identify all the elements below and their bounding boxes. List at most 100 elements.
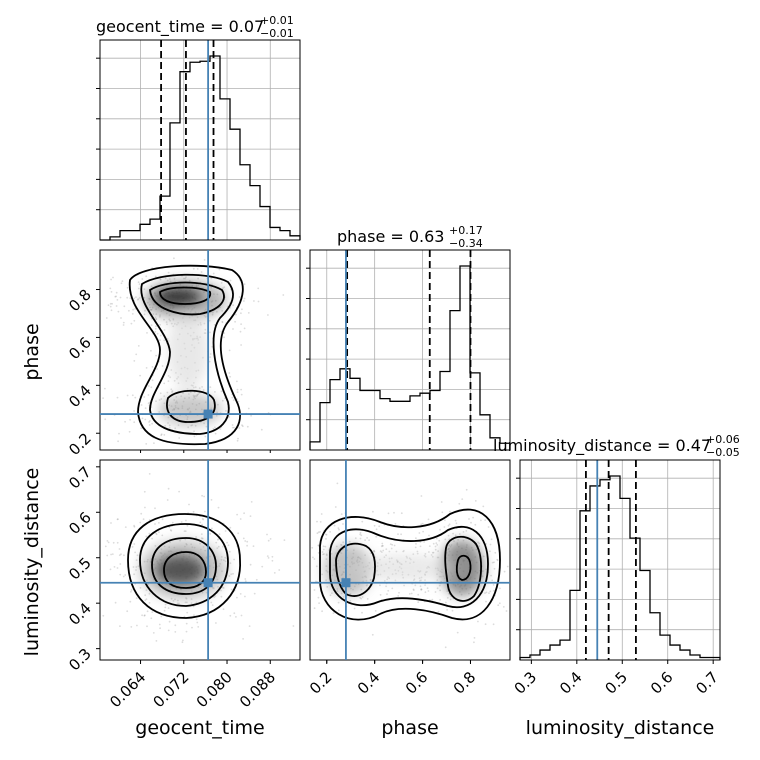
histogram-panel bbox=[310, 250, 510, 450]
sample-point bbox=[216, 547, 219, 549]
sample-point bbox=[137, 345, 140, 347]
sample-point bbox=[139, 521, 142, 524]
sample-point bbox=[138, 297, 141, 299]
sample-point bbox=[154, 330, 157, 333]
sample-point bbox=[337, 601, 340, 604]
sample-point bbox=[146, 625, 148, 628]
sample-point bbox=[445, 601, 447, 604]
sample-point bbox=[185, 519, 187, 522]
sample-point bbox=[214, 595, 217, 597]
sample-point bbox=[185, 630, 188, 633]
title-phase-plus: +0.17 bbox=[449, 224, 483, 237]
sample-point bbox=[137, 287, 140, 290]
sample-point bbox=[184, 277, 187, 280]
sample-point bbox=[239, 593, 242, 595]
sample-point bbox=[199, 521, 202, 524]
sample-point bbox=[283, 539, 286, 541]
sample-point bbox=[135, 566, 138, 568]
sample-point bbox=[140, 427, 143, 430]
sample-point bbox=[220, 589, 222, 592]
sample-point bbox=[400, 533, 402, 536]
sample-point bbox=[474, 500, 477, 502]
sample-point bbox=[282, 294, 285, 296]
sample-point bbox=[198, 392, 201, 394]
y-tick-label: 0.4 bbox=[65, 599, 95, 629]
sample-point bbox=[133, 421, 136, 424]
sample-point bbox=[454, 534, 457, 537]
sample-point bbox=[122, 575, 125, 578]
x-tick-label: 0.3 bbox=[511, 668, 541, 698]
sample-point bbox=[387, 512, 390, 515]
sample-point bbox=[159, 339, 161, 342]
sample-point bbox=[319, 521, 322, 523]
sample-point bbox=[403, 550, 405, 552]
sample-point bbox=[118, 554, 121, 557]
sample-point bbox=[319, 531, 321, 533]
sample-point bbox=[135, 559, 138, 561]
x-axis-label-geocent-time: geocent_time bbox=[135, 717, 264, 739]
sample-point bbox=[236, 388, 239, 391]
sample-point bbox=[217, 545, 220, 548]
sample-point bbox=[154, 523, 156, 525]
sample-point bbox=[240, 344, 243, 346]
sample-point bbox=[201, 537, 204, 540]
sample-point bbox=[114, 601, 117, 604]
sample-point bbox=[222, 545, 224, 548]
sample-point bbox=[316, 532, 319, 535]
sample-point bbox=[186, 611, 189, 614]
sample-point bbox=[163, 329, 166, 331]
sample-point bbox=[164, 425, 167, 427]
sample-point bbox=[236, 513, 239, 516]
sample-point bbox=[414, 584, 417, 587]
sample-point bbox=[209, 532, 212, 535]
sample-point bbox=[250, 501, 253, 503]
sample-point bbox=[168, 526, 171, 529]
sample-point bbox=[137, 565, 140, 568]
sample-point bbox=[373, 550, 375, 553]
sample-point bbox=[498, 602, 501, 605]
sample-point bbox=[116, 567, 119, 569]
sample-point bbox=[353, 607, 356, 610]
histogram-steps bbox=[519, 475, 721, 660]
sample-point bbox=[242, 638, 245, 640]
sample-point bbox=[132, 566, 135, 568]
sample-point bbox=[473, 637, 476, 639]
x-axis-label-luminosity-distance: luminosity_distance bbox=[526, 717, 715, 739]
sample-point bbox=[451, 609, 454, 612]
sample-point bbox=[150, 324, 153, 326]
sample-point bbox=[492, 584, 495, 586]
sample-point bbox=[322, 545, 325, 548]
sample-point bbox=[337, 527, 340, 529]
sample-point bbox=[113, 566, 116, 568]
histogram-grid bbox=[520, 460, 720, 660]
sample-point bbox=[146, 332, 148, 334]
sample-point bbox=[150, 349, 152, 352]
y-axis-label-phase: phase bbox=[21, 323, 43, 380]
sample-point bbox=[325, 538, 327, 540]
sample-point bbox=[230, 573, 233, 575]
sample-point bbox=[184, 601, 187, 604]
sample-point bbox=[150, 617, 153, 620]
sample-point bbox=[117, 310, 120, 313]
sample-point bbox=[221, 321, 224, 324]
sample-point bbox=[379, 550, 382, 552]
sample-point bbox=[412, 589, 415, 591]
sample-point bbox=[354, 537, 357, 540]
sample-point bbox=[133, 360, 136, 362]
sample-point bbox=[137, 281, 140, 284]
sample-point bbox=[155, 533, 158, 536]
sample-point bbox=[196, 268, 199, 270]
sample-point bbox=[201, 386, 204, 388]
sample-point bbox=[222, 287, 224, 290]
sample-point bbox=[204, 435, 207, 438]
sample-point bbox=[436, 579, 439, 581]
sample-point bbox=[154, 327, 157, 330]
sample-point bbox=[160, 615, 163, 618]
x-tick-label: 0.6 bbox=[402, 668, 432, 698]
sample-point bbox=[253, 592, 256, 595]
sample-point bbox=[229, 614, 232, 617]
sample-point bbox=[380, 551, 383, 553]
sample-point bbox=[106, 540, 109, 542]
sample-point bbox=[441, 511, 444, 514]
sample-point bbox=[145, 443, 148, 445]
